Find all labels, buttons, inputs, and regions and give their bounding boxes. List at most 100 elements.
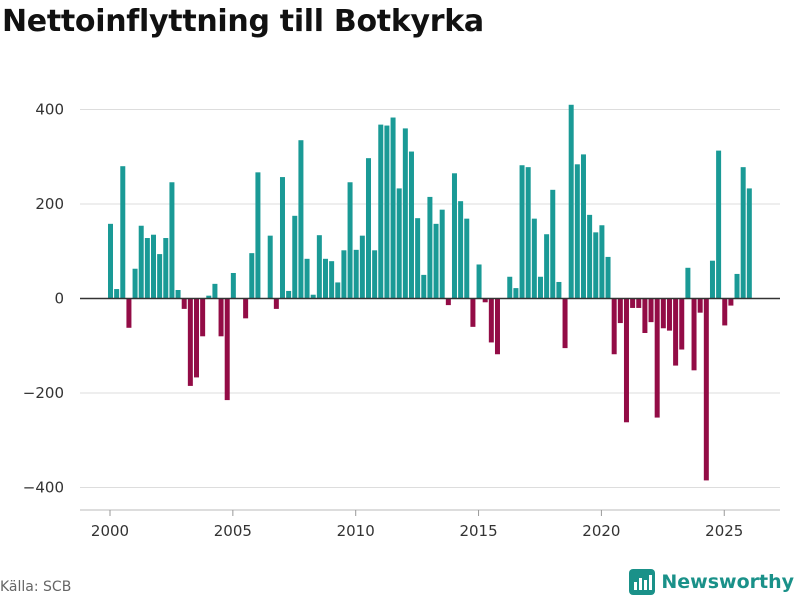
brand-name: Newsworthy [661, 571, 794, 593]
bar [108, 223, 113, 299]
bar [255, 172, 261, 299]
bar [746, 188, 752, 299]
bar [488, 298, 494, 343]
bar [691, 298, 697, 371]
bar [642, 298, 648, 333]
bar [494, 298, 500, 355]
bar [427, 196, 433, 299]
bar [722, 298, 728, 326]
bar [151, 234, 156, 299]
x-tick-label: 2010 [337, 522, 375, 540]
bar [415, 218, 421, 299]
chart-title: Nettoinflyttning till Botkyrka [2, 4, 484, 39]
bar [740, 167, 746, 299]
bar [630, 298, 636, 308]
bar [544, 234, 550, 299]
bar [298, 140, 304, 299]
bar [439, 209, 445, 299]
bar [537, 276, 543, 299]
bar [666, 298, 672, 331]
x-tick-label: 2000 [91, 522, 129, 540]
bar [353, 249, 359, 299]
bar [703, 298, 709, 481]
source-note: Källa: SCB [0, 579, 72, 595]
bar [408, 151, 414, 299]
bar [519, 165, 525, 299]
bar [611, 298, 617, 355]
bar [513, 288, 519, 299]
bar [335, 282, 341, 299]
bar [679, 298, 685, 350]
bar [562, 298, 568, 349]
bar [224, 298, 230, 401]
y-tick-label: −400 [23, 479, 64, 497]
bar [365, 158, 371, 299]
bar [458, 201, 464, 299]
bar [685, 267, 691, 299]
bar [599, 225, 605, 299]
x-tick-label: 2020 [582, 522, 620, 540]
bar [169, 182, 175, 299]
bar [384, 125, 390, 299]
bar [507, 276, 513, 299]
bar [697, 298, 703, 313]
bar [470, 298, 476, 327]
bar [396, 188, 402, 299]
bar [390, 117, 396, 299]
bar [120, 166, 126, 299]
bar [402, 128, 408, 299]
bar [550, 189, 556, 299]
bar [636, 298, 642, 308]
bar [329, 261, 335, 299]
bar [433, 223, 439, 299]
bar [464, 218, 470, 299]
bar [728, 298, 734, 306]
bar [378, 124, 384, 299]
bar [218, 298, 224, 337]
bar [181, 298, 187, 309]
y-tick-label: 200 [35, 195, 64, 213]
bar [163, 238, 169, 299]
bar [648, 298, 654, 323]
bar [249, 253, 255, 299]
y-tick-label: 0 [54, 290, 64, 308]
bar [654, 298, 660, 418]
x-tick-label: 2005 [214, 522, 252, 540]
bar [310, 294, 316, 299]
bar [580, 154, 586, 299]
bar [243, 298, 249, 319]
y-tick-label: −200 [23, 384, 64, 402]
y-axis-ticks: 400 200 0 −200 −400 [23, 101, 64, 497]
bar [230, 272, 236, 299]
x-tick-label: 2015 [459, 522, 497, 540]
bar [273, 298, 279, 309]
bar [372, 250, 378, 299]
bar [200, 298, 206, 337]
bar [574, 164, 580, 299]
bar [157, 254, 163, 299]
bar [587, 214, 593, 299]
bar-chart-logo-icon [629, 569, 656, 595]
bar [144, 238, 150, 299]
bar [476, 264, 482, 299]
bars [108, 104, 752, 481]
bar [206, 295, 212, 299]
bar [286, 290, 292, 299]
bar [605, 256, 611, 299]
bar [114, 289, 120, 299]
bar [347, 182, 353, 299]
bar [304, 258, 310, 299]
bar [359, 235, 365, 299]
bar [445, 298, 451, 306]
bar [421, 274, 427, 299]
bar [525, 167, 531, 299]
brand-logo[interactable]: Newsworthy [629, 569, 794, 595]
bar [593, 232, 599, 299]
bar [716, 150, 722, 299]
bar [175, 290, 181, 299]
x-tick-label: 2025 [705, 522, 743, 540]
bar [212, 283, 218, 299]
bar [138, 225, 144, 299]
bar [531, 218, 537, 299]
bar [617, 298, 623, 324]
